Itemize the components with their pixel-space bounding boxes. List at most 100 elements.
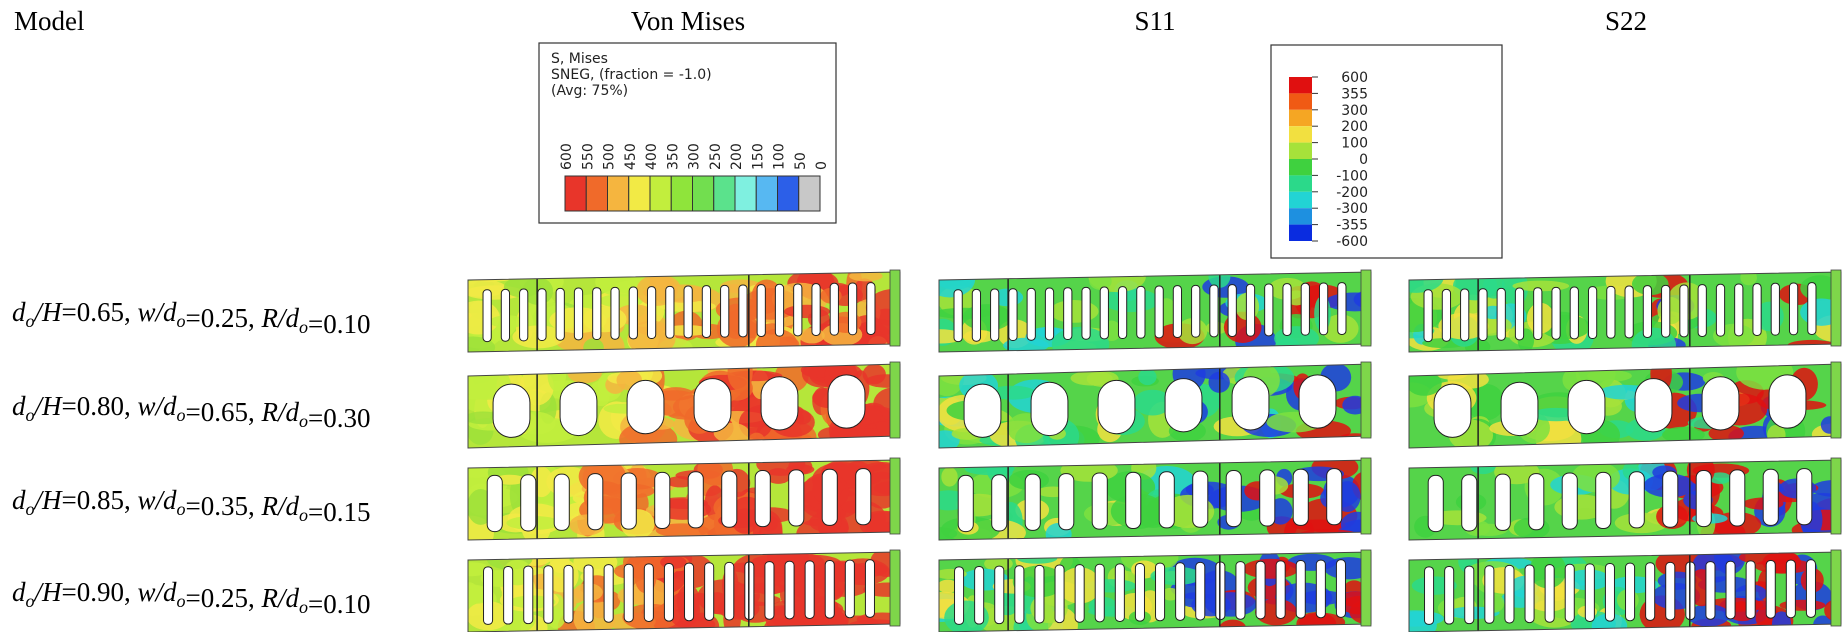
web-opening (1433, 383, 1472, 438)
web-opening (954, 566, 965, 625)
param-value: 0.10 (323, 309, 370, 339)
param-subscript: o (299, 317, 308, 337)
end-plate (1830, 361, 1842, 439)
separator: , (124, 577, 138, 607)
web-opening (563, 564, 574, 624)
contour-blob (666, 476, 695, 488)
contour-blob (732, 508, 758, 534)
web-opening (1729, 469, 1746, 527)
param-value: 0.25 (201, 583, 248, 613)
web-opening (724, 561, 735, 621)
end-plate (889, 457, 901, 535)
web-opening (1259, 469, 1276, 527)
legend-label: 100 (772, 143, 788, 170)
web-opening (957, 474, 974, 533)
web-opening (592, 287, 602, 341)
web-opening (573, 287, 584, 341)
equals: = (308, 403, 323, 433)
web-opening (1785, 559, 1796, 619)
web-opening (687, 471, 704, 529)
web-opening (1063, 287, 1073, 341)
param-subscript: o (177, 405, 186, 425)
param-value: 0.15 (323, 497, 370, 527)
end-plate (889, 361, 901, 439)
web-opening (1300, 282, 1310, 336)
web-opening (1326, 468, 1343, 526)
web-opening (738, 284, 748, 338)
web-opening (1158, 471, 1175, 529)
legend-swatch (713, 175, 736, 212)
web-opening (1606, 285, 1616, 339)
web-opening (643, 563, 654, 622)
param-value: 0.65 (77, 297, 124, 327)
legend-label: 300 (1341, 103, 1368, 119)
param-name: d (12, 297, 26, 327)
web-opening (1725, 560, 1736, 620)
web-opening (1044, 287, 1055, 341)
web-opening (683, 285, 693, 339)
web-opening (1081, 286, 1091, 340)
web-opening (974, 565, 985, 625)
web-opening (665, 285, 675, 339)
web-opening (1460, 288, 1470, 342)
web-opening (971, 288, 982, 342)
param-name: R/d (260, 491, 299, 521)
web-opening (610, 286, 620, 340)
contour-blob (1409, 610, 1444, 627)
web-opening (1661, 284, 1671, 338)
column-header: S22 (1605, 6, 1647, 36)
web-opening (1245, 283, 1256, 337)
legend-label: 200 (729, 143, 745, 170)
contour-blob (939, 579, 959, 593)
contour-blob (468, 279, 507, 297)
contour-plot (939, 552, 1371, 632)
param-subscript: o (177, 311, 186, 331)
contour-blob (1740, 272, 1757, 286)
web-opening (821, 468, 838, 526)
contour-blob (783, 304, 831, 319)
web-opening (1768, 374, 1807, 429)
param-subscript: o (26, 591, 35, 611)
web-opening (1500, 381, 1539, 437)
web-opening (628, 286, 638, 340)
contour-plot (1409, 272, 1841, 352)
web-opening (1292, 468, 1309, 526)
equals: = (186, 491, 201, 521)
web-opening (1209, 284, 1219, 338)
web-opening (1008, 288, 1018, 342)
contour-blob (1161, 587, 1180, 601)
web-opening (623, 563, 634, 623)
param-name: d (12, 577, 26, 607)
legend-label: 400 (644, 143, 660, 170)
web-opening (483, 566, 494, 625)
web-opening (1074, 564, 1085, 623)
contour-blob (503, 276, 541, 298)
legend-label: 300 (687, 143, 703, 170)
param-name: w/d (137, 485, 177, 515)
contour-plot (1409, 552, 1841, 632)
web-opening (1117, 286, 1128, 340)
web-opening (1604, 562, 1615, 622)
web-opening (1235, 561, 1246, 620)
web-opening (1058, 473, 1075, 531)
legend-swatch (1289, 109, 1312, 127)
legend-swatch (1289, 93, 1312, 110)
legend-swatch (1289, 191, 1312, 209)
contour-blob (865, 374, 900, 388)
contour-blob (1089, 272, 1112, 290)
legend-swatch (1289, 142, 1312, 159)
web-opening (1172, 285, 1183, 339)
param-value: 0.85 (77, 485, 124, 515)
param-name: w/d (137, 297, 177, 327)
legend-label: 0 (1359, 152, 1368, 168)
web-opening (953, 289, 963, 343)
web-opening (1624, 285, 1634, 339)
web-opening (1528, 473, 1545, 531)
web-opening (1231, 376, 1270, 431)
param-subscript: o (299, 411, 308, 431)
contour-blob (860, 330, 889, 347)
equals: = (308, 309, 323, 339)
web-opening (486, 474, 503, 533)
equals: = (308, 497, 323, 527)
legend-label: -600 (1336, 234, 1368, 250)
